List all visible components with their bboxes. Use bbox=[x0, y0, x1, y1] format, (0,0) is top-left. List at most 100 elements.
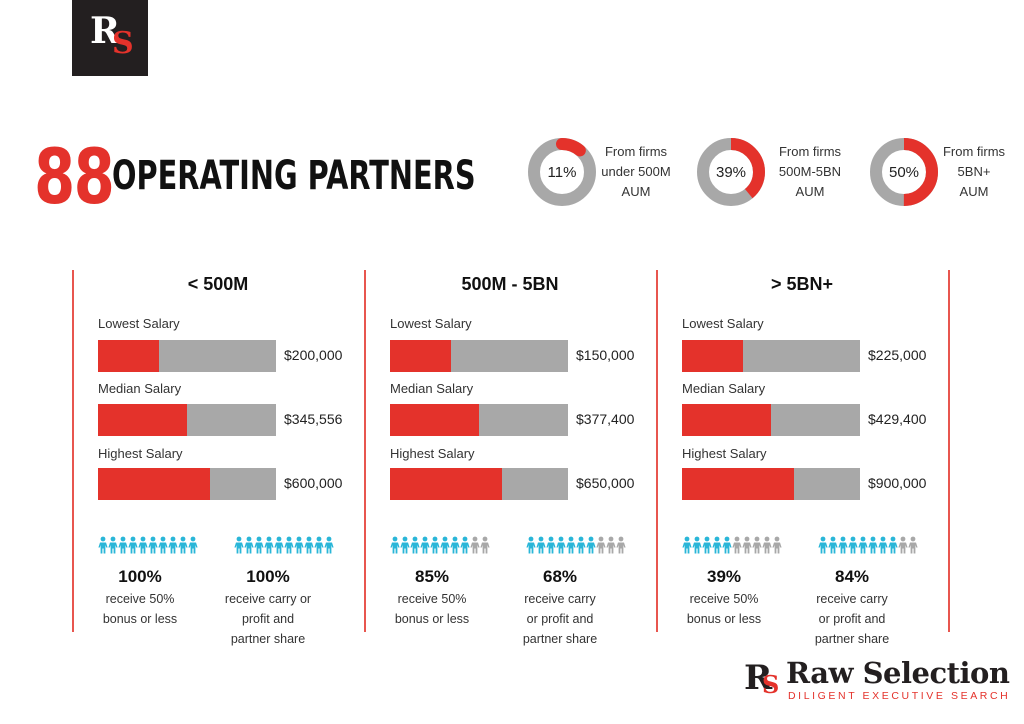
salary-bar-track bbox=[682, 468, 860, 500]
people-icon-row bbox=[234, 536, 334, 554]
person-icon bbox=[148, 536, 158, 554]
person-icon bbox=[98, 536, 108, 554]
donut-svg: 50% bbox=[870, 138, 938, 206]
donut-caption-line: AUM bbox=[795, 184, 825, 199]
logo-letter-s: S bbox=[112, 26, 134, 61]
stat-description-line: bonus or less bbox=[102, 612, 178, 626]
donut-slice bbox=[870, 138, 938, 206]
salary-row-label: Median Salary bbox=[98, 381, 182, 396]
people-icon-row bbox=[98, 536, 198, 554]
stat-description-line: partner share bbox=[814, 632, 890, 646]
salary-row-label: Highest Salary bbox=[98, 446, 183, 461]
person-icon bbox=[868, 536, 878, 554]
stat-description-line: profit and bbox=[241, 612, 295, 626]
person-icon bbox=[138, 536, 148, 554]
person-icon bbox=[390, 536, 400, 554]
person-icon bbox=[420, 536, 430, 554]
person-icon bbox=[158, 536, 168, 554]
brand-name: Raw Selection bbox=[786, 656, 1010, 690]
column-divider bbox=[656, 270, 658, 632]
salary-bar-fill bbox=[390, 404, 479, 436]
salary-value: $600,000 bbox=[284, 475, 343, 491]
stat-description-line: bonus or less bbox=[686, 612, 762, 626]
stat-percent: 84% bbox=[834, 567, 870, 586]
person-icon bbox=[888, 536, 898, 554]
people-icon-row bbox=[526, 536, 626, 554]
stat-description: receive 50% bonus or less bbox=[372, 589, 492, 629]
stat-description-line: receive 50% bbox=[689, 592, 759, 606]
person-icon bbox=[284, 536, 294, 554]
person-icon bbox=[526, 536, 536, 554]
person-icon bbox=[606, 536, 616, 554]
salary-value: $345,556 bbox=[284, 411, 343, 427]
person-icon bbox=[752, 536, 762, 554]
donut-caption: From firms under 500M AUM bbox=[596, 142, 676, 202]
person-icon bbox=[576, 536, 586, 554]
people-icon-row bbox=[818, 536, 918, 554]
column-divider bbox=[364, 270, 366, 632]
person-icon bbox=[536, 536, 546, 554]
person-icon bbox=[234, 536, 244, 554]
stat-description-line: bonus or less bbox=[394, 612, 470, 626]
stat-description-line: receive carry or bbox=[224, 592, 312, 606]
person-icon bbox=[556, 536, 566, 554]
salary-bar-track bbox=[390, 468, 568, 500]
person-icon bbox=[430, 536, 440, 554]
person-icon bbox=[264, 536, 274, 554]
salary-row-label: Lowest Salary bbox=[682, 316, 764, 331]
person-icon bbox=[128, 536, 138, 554]
stat-percent: 39% bbox=[706, 567, 742, 586]
person-icon bbox=[818, 536, 828, 554]
salary-value: $200,000 bbox=[284, 347, 343, 363]
stat-description-line: receive 50% bbox=[105, 592, 175, 606]
donut-svg: 11% bbox=[528, 138, 596, 206]
donut-caption: From firms 500M-5BN AUM bbox=[770, 142, 850, 202]
salary-bar-track bbox=[98, 468, 276, 500]
salary-bar-fill bbox=[98, 404, 187, 436]
salary-value: $225,000 bbox=[868, 347, 927, 363]
salary-value: $377,400 bbox=[576, 411, 635, 427]
person-icon bbox=[450, 536, 460, 554]
footer-logo-letter-r: R bbox=[744, 658, 773, 698]
salary-bar-fill bbox=[682, 340, 743, 372]
stat-description: receive carry or profit and partner share bbox=[208, 589, 328, 649]
donut-caption-line: AUM bbox=[959, 184, 989, 199]
person-icon bbox=[178, 536, 188, 554]
person-icon bbox=[118, 536, 128, 554]
stat-description-line: or profit and bbox=[526, 612, 594, 626]
donut-caption-line: From firms bbox=[778, 144, 842, 159]
salary-bar-fill bbox=[98, 340, 159, 372]
person-icon bbox=[188, 536, 198, 554]
donut-caption-line: AUM bbox=[621, 184, 651, 199]
donut-caption: From firms 5BN+ AUM bbox=[934, 142, 1014, 202]
headline-title: OPERATING PARTNERS bbox=[112, 153, 476, 199]
footer-logo-letter-s: S bbox=[762, 670, 780, 699]
person-icon bbox=[294, 536, 304, 554]
stat-description-line: receive carry bbox=[816, 592, 888, 606]
column-divider bbox=[72, 270, 74, 632]
people-icon-row bbox=[390, 536, 490, 554]
logo-letter-r: R bbox=[90, 10, 120, 52]
person-icon bbox=[742, 536, 752, 554]
person-icon bbox=[712, 536, 722, 554]
donut-slice bbox=[697, 138, 765, 206]
column-divider bbox=[948, 270, 950, 632]
stat-description-line: partner share bbox=[230, 632, 306, 646]
person-icon bbox=[400, 536, 410, 554]
salary-bar-fill bbox=[98, 468, 211, 500]
stat-description: receive carry or profit and partner share bbox=[500, 589, 620, 649]
brand-logo-mark: R S bbox=[72, 0, 148, 76]
salary-bar-fill bbox=[390, 340, 451, 372]
person-icon bbox=[762, 536, 772, 554]
salary-row-label: Lowest Salary bbox=[390, 316, 472, 331]
salary-bar-fill bbox=[390, 468, 503, 500]
salary-value: $429,400 bbox=[868, 411, 927, 427]
salary-value: $650,000 bbox=[576, 475, 635, 491]
stat-percent: 68% bbox=[542, 567, 578, 586]
donut-percent-label: 39% bbox=[716, 164, 746, 181]
brand-tagline: DILIGENT EXECUTIVE SEARCH bbox=[788, 690, 1011, 702]
salary-bar-track bbox=[390, 404, 568, 436]
salary-bar-track bbox=[682, 340, 860, 372]
salary-row-label: Highest Salary bbox=[390, 446, 475, 461]
salary-bar-track bbox=[98, 404, 276, 436]
